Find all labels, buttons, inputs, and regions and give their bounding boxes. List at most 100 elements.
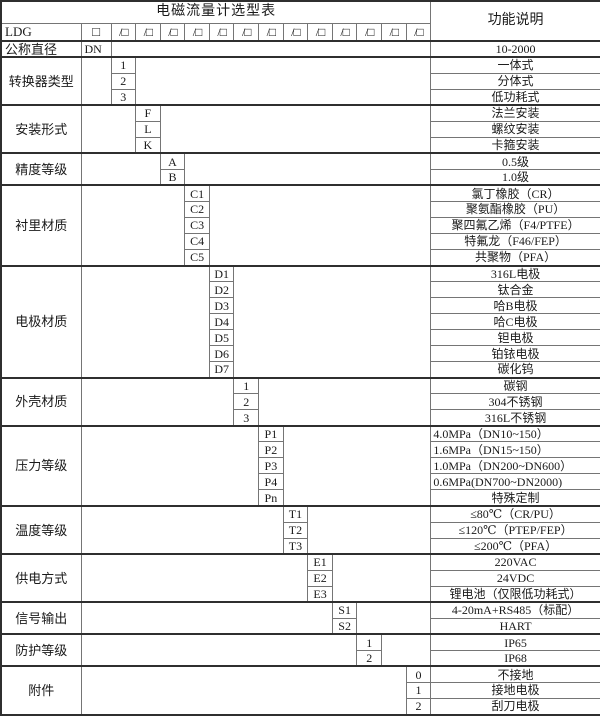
code-cell: D6: [208, 345, 235, 363]
function-cell: 316L不锈钢: [430, 409, 600, 427]
code-cell: T1: [282, 504, 309, 523]
code-cell: L: [135, 120, 161, 138]
function-cell: 不接地: [430, 665, 600, 683]
empty-cell: [80, 665, 407, 716]
table-row: 防护等级 1 IP65: [0, 633, 600, 667]
empty-cell: [80, 553, 309, 603]
empty-cell: [80, 104, 137, 154]
slash-placeholder-box: /□: [184, 22, 210, 42]
code-cell: B: [159, 168, 186, 186]
function-cell: IP65: [430, 633, 600, 651]
empty-cell: [135, 56, 432, 106]
function-cell: 哈B电极: [430, 297, 600, 315]
code-cell: K: [135, 136, 161, 154]
function-cell: 刮刀电极: [430, 697, 600, 716]
category-label: 防护等级: [0, 633, 82, 667]
function-cell: 低功耗式: [430, 88, 600, 106]
empty-cell: [381, 633, 432, 667]
code-cell: D7: [208, 361, 235, 379]
category-label: 压力等级: [0, 424, 82, 507]
category-label: 电极材质: [0, 264, 82, 379]
table-row: 精度等级 A 0.5级: [0, 152, 600, 186]
function-cell: 4.0MPa（DN10~150）: [430, 424, 600, 443]
code-cell: E2: [307, 569, 333, 587]
slash-placeholder-box: /□: [258, 22, 284, 42]
code-cell: 3: [110, 88, 137, 106]
slash-placeholder-box: /□: [135, 22, 161, 42]
category-label: 公称直径: [0, 40, 82, 58]
function-cell: 304不锈钢: [430, 393, 600, 411]
function-cell: IP68: [430, 649, 600, 667]
code-cell: 1: [233, 376, 260, 395]
function-cell: 聚四氟乙烯（F4/PTFE）: [430, 216, 600, 234]
code-cell: C1: [184, 184, 210, 202]
function-cell: 螺纹安装: [430, 120, 600, 138]
table-row: T3 ≤200℃（PFA）: [1, 537, 600, 555]
table-row: K 卡箍安装: [1, 136, 600, 154]
code-cell: 1: [110, 56, 137, 74]
function-cell: 钛合金: [430, 281, 600, 299]
function-cell: 哈C电极: [430, 313, 600, 331]
function-cell: 卡箍安装: [430, 136, 600, 154]
function-cell: 碳钢: [430, 376, 600, 395]
empty-cell: [307, 504, 432, 555]
category-label: 附件: [0, 665, 82, 716]
function-cell: 1.0MPa（DN200~DN600）: [430, 457, 600, 475]
code-cell: S2: [331, 617, 358, 635]
code-cell: C4: [184, 232, 210, 251]
empty-cell: [356, 601, 432, 635]
code-cell: DN: [80, 40, 112, 58]
slash-placeholder-box: /□: [331, 22, 358, 42]
function-cell: 接地电极: [430, 681, 600, 699]
empty-cell: [80, 376, 235, 427]
table-row: 信号输出 S1 4-20mA+RS485（标配）: [0, 601, 600, 635]
code-cell: D1: [208, 264, 235, 283]
code-cell: 2: [356, 649, 383, 667]
table-row: 安装形式 F 法兰安装: [0, 104, 600, 154]
code-cell: 1: [405, 681, 432, 699]
code-cell: P3: [258, 457, 284, 475]
function-cell: HART: [430, 617, 600, 635]
table-row: C3 聚四氟乙烯（F4/PTFE）: [1, 216, 600, 234]
function-cell: 0.6MPa(DN700~DN2000): [430, 473, 600, 491]
category-label: 转换器类型: [0, 56, 82, 106]
code-cell: D4: [208, 313, 235, 331]
code-cell: F: [135, 104, 161, 122]
table-row: D7 碳化钨: [1, 361, 600, 379]
empty-cell: [80, 601, 333, 635]
empty-cell: [233, 264, 432, 379]
empty-cell: [80, 184, 186, 267]
function-cell: ≤200℃（PFA）: [430, 537, 600, 555]
slash-placeholder-box: /□: [356, 22, 383, 42]
code-cell: C5: [184, 248, 210, 267]
empty-cell: [80, 504, 284, 555]
empty-cell: [282, 424, 432, 507]
function-cell: 4-20mA+RS485（标配）: [430, 601, 600, 619]
category-label: 安装形式: [0, 104, 82, 154]
function-cell: 10-2000: [430, 40, 600, 58]
function-cell: 锂电池（仅限低功耗式）: [430, 585, 600, 603]
slash-placeholder-box: /□: [381, 22, 407, 42]
function-cell: 特殊定制: [430, 489, 600, 507]
table-row: E3 锂电池（仅限低功耗式）: [1, 585, 600, 603]
category-label: 衬里材质: [0, 184, 82, 267]
function-cell: 316L电极: [430, 264, 600, 283]
function-cell: 220VAC: [430, 553, 600, 571]
code-cell: 2: [405, 697, 432, 716]
code-cell: T2: [282, 521, 309, 539]
empty-cell: [110, 40, 432, 58]
function-cell: 碳化钨: [430, 361, 600, 379]
code-cell: C2: [184, 200, 210, 218]
table-row: D6 铂铱电极: [1, 345, 600, 363]
function-cell: 1.0级: [430, 168, 600, 186]
function-cell: 铂铱电极: [430, 345, 600, 363]
table-row: 2 304不锈钢: [1, 393, 600, 411]
table-row: 附件 0 不接地: [0, 665, 600, 716]
category-label: 供电方式: [0, 553, 82, 603]
empty-cell: [258, 376, 432, 427]
code-cell: 3: [233, 409, 260, 427]
table-row: 压力等级 P1 4.0MPa（DN10~150）: [0, 424, 600, 507]
code-cell: 0: [405, 665, 432, 683]
function-cell: 0.5级: [430, 152, 600, 170]
